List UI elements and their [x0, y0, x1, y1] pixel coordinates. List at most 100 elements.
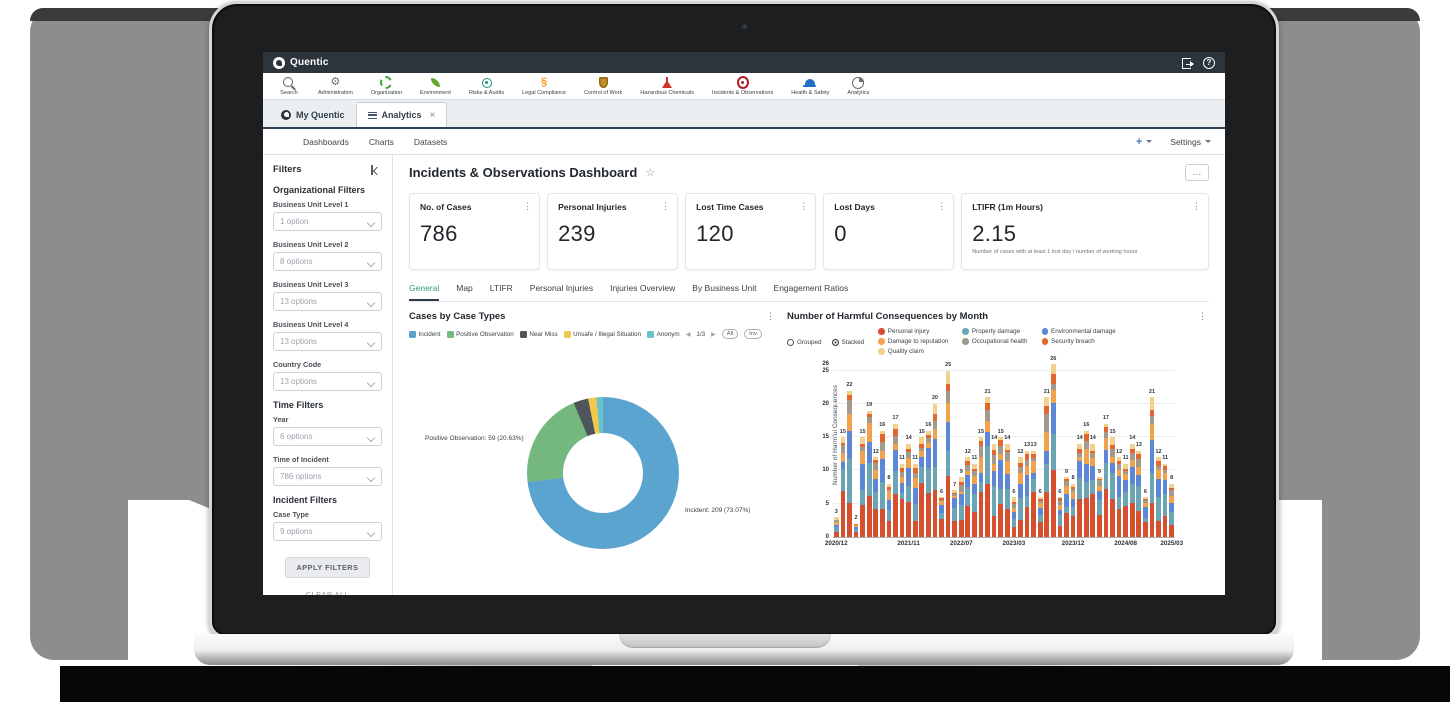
filter-select-business-unit-level-3[interactable]: 13 options [273, 292, 382, 311]
filter-select-business-unit-level-4[interactable]: 13 options [273, 332, 382, 351]
bar-value-label: 21 [1148, 388, 1156, 395]
series-legend-environmental-damage[interactable]: Environmental damage [1041, 328, 1116, 335]
bar-segment [1162, 463, 1168, 467]
logout-icon[interactable] [1182, 57, 1194, 69]
series-legend-security-breach[interactable]: Security breach [1041, 338, 1116, 345]
bar-segment [1018, 484, 1023, 498]
bar-segment [978, 482, 984, 493]
kebab-menu-icon[interactable] [523, 201, 532, 212]
kebab-menu-icon[interactable] [661, 201, 670, 212]
nav-item-organization[interactable]: Organization [362, 77, 411, 96]
bar-segment [1031, 453, 1036, 458]
series-legend-property-damage[interactable]: Property damage [962, 328, 1027, 335]
bar-segment [1064, 506, 1069, 514]
nav-item-risks-audits[interactable]: Risks & Audits [460, 77, 513, 96]
help-icon[interactable]: ? [1203, 56, 1215, 69]
filter-select-time-of-incident[interactable]: 786 options [273, 467, 382, 486]
bar-segment [1123, 474, 1128, 480]
dash-tab-map[interactable]: Map [456, 283, 473, 293]
kebab-menu-icon[interactable] [1198, 311, 1207, 322]
series-legend-occupational-health[interactable]: Occupational health [962, 338, 1028, 345]
add-button[interactable]: + [1136, 136, 1153, 148]
series-legend-quality-claim[interactable]: Quality claim [878, 348, 948, 355]
bar-segment [991, 464, 997, 472]
kebab-menu-icon[interactable] [937, 201, 946, 212]
bar-segment [1083, 482, 1089, 499]
apply-filters-button[interactable]: APPLY FILTERS [284, 557, 371, 578]
bar-value-label: 21 [984, 388, 991, 395]
filter-select-business-unit-level-1[interactable]: 1 option [273, 212, 382, 231]
mode-radio-stacked[interactable]: Stacked [831, 329, 864, 355]
close-icon[interactable] [430, 110, 436, 121]
clear-all-button[interactable]: CLEAR ALL [305, 590, 350, 595]
tab-my-quentic[interactable]: My Quentic [270, 102, 356, 127]
filters-title: Filters [273, 164, 302, 175]
nav-item-health-safety[interactable]: Health & Safety [782, 77, 838, 96]
nav-item-environment[interactable]: Environment [411, 77, 460, 96]
menu-item-datasets[interactable]: Datasets [413, 136, 448, 147]
dash-tab-injuries-overview[interactable]: Injuries Overview [610, 283, 676, 293]
legend-item-anonym[interactable]: Anonym [647, 330, 680, 338]
nav-item-control-of-work[interactable]: Control of Work [575, 77, 631, 96]
dash-tab-ltifr[interactable]: LTIFR [489, 283, 513, 293]
bar-17 [945, 370, 951, 537]
settings-button[interactable]: Settings [1170, 137, 1211, 147]
bar-segment [998, 437, 1004, 441]
legend-dot [962, 338, 969, 345]
bar-36 [1070, 483, 1076, 537]
bar-segment [873, 462, 879, 471]
kebab-menu-icon[interactable] [799, 201, 808, 212]
nav-item-legal-compliance[interactable]: § Legal Compliance [522, 76, 567, 96]
filter-select-business-unit-level-2[interactable]: 8 options [273, 252, 382, 271]
bar-segment [998, 460, 1004, 489]
menu-item-dashboards[interactable]: Dashboards [303, 136, 349, 147]
bar-segment [1149, 409, 1155, 416]
bar-value-label: 14 [991, 435, 998, 442]
dash-tab-general[interactable]: General [409, 283, 440, 301]
nav-item-search[interactable]: Search [269, 76, 309, 96]
nav-item-hazardous-chemicals[interactable]: Hazardous Chemicals [631, 76, 703, 96]
favorite-star-icon[interactable] [645, 166, 655, 179]
bar-26 [1004, 443, 1010, 537]
bar-segment [1004, 474, 1010, 489]
collapse-panel-icon[interactable] [371, 164, 382, 175]
bar-segment [899, 498, 905, 537]
bar-segment [932, 428, 938, 439]
legend-button-inv[interactable]: Inv [744, 329, 762, 339]
nav-item-administration[interactable]: ⚙ Administration [318, 76, 353, 96]
kebab-menu-icon[interactable] [766, 311, 775, 322]
mode-radio-grouped[interactable]: Grouped [787, 329, 822, 355]
bar-segment [952, 498, 957, 509]
menu-item-charts[interactable]: Charts [368, 136, 394, 147]
legend-item-near-miss[interactable]: Near Miss [519, 330, 558, 338]
dash-tab-engagement-ratios[interactable]: Engagement Ratios [773, 283, 849, 293]
legend-item-unsafe-illegal-situation[interactable]: Unsafe / Illegal Situation [563, 330, 641, 338]
legend-next-icon[interactable] [711, 331, 716, 338]
nav-item-incidents-observations[interactable]: Incidents & Observations [703, 77, 782, 96]
bar-segment [1083, 449, 1089, 465]
bar-segment [958, 494, 964, 505]
legend-prev-icon[interactable] [686, 331, 691, 338]
bar-15 [932, 403, 938, 537]
series-legend-personal-injury[interactable]: Personal injury [878, 328, 948, 335]
bar-value-label: 15 [997, 428, 1004, 435]
bar-segment [1090, 493, 1096, 537]
legend-item-positive-observation[interactable]: Positive Observation [446, 330, 514, 338]
dash-tab-by-business-unit[interactable]: By Business Unit [692, 283, 757, 293]
tab-analytics[interactable]: Analytics [355, 102, 448, 127]
series-legend-damage-to-reputation[interactable]: Damage to reputation [878, 338, 948, 345]
filter-select-country-code[interactable]: 13 options [273, 372, 382, 391]
filter-select-case-type[interactable]: 9 options [273, 522, 382, 541]
dash-tab-personal-injuries[interactable]: Personal Injuries [529, 283, 594, 293]
nav-item-analytics[interactable]: Analytics [838, 76, 878, 96]
bar-segment [840, 437, 846, 444]
kebab-menu-icon[interactable] [1192, 201, 1201, 212]
legend-item-incident[interactable]: Incident [409, 330, 441, 338]
bar-segment [1169, 483, 1175, 489]
filter-select-year[interactable]: 6 options [273, 427, 382, 446]
bar-segment [958, 519, 964, 537]
dashboard-area: Incidents & Observations Dashboard No. o… [393, 155, 1225, 595]
dashboard-more-button[interactable] [1185, 164, 1209, 181]
bar-segment [1037, 508, 1043, 515]
legend-button-all[interactable]: All [721, 329, 739, 339]
